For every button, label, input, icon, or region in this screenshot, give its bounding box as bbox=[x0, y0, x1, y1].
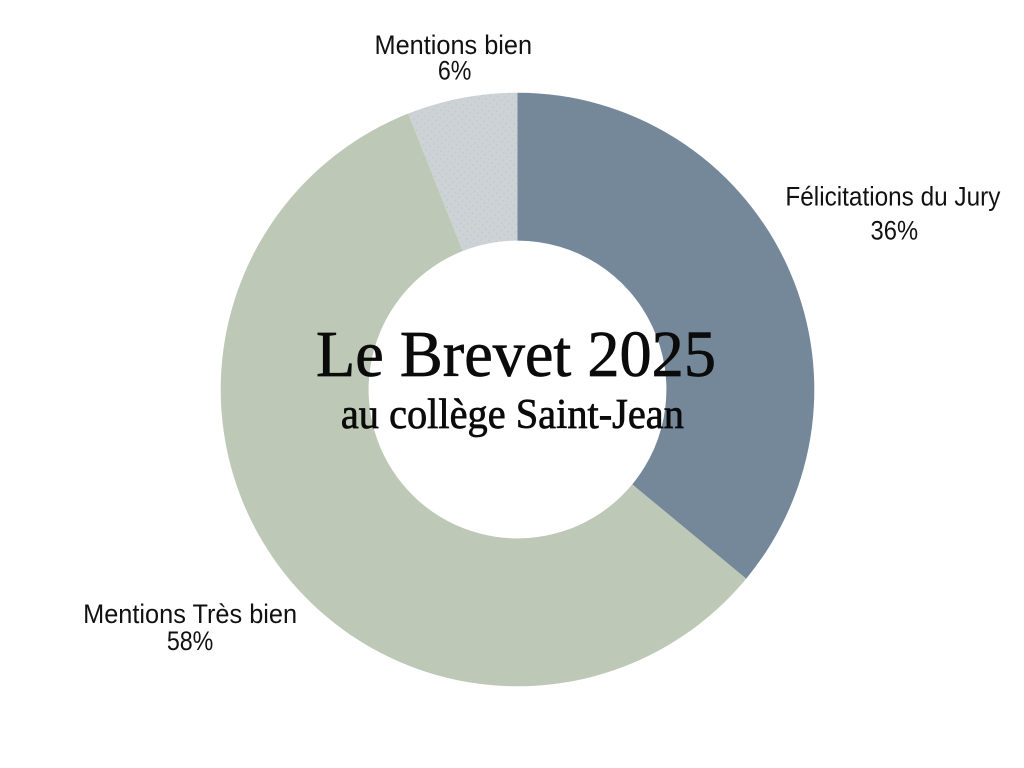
svg-text:36%: 36% bbox=[871, 216, 919, 246]
svg-text:Mentions Très bien: Mentions Très bien bbox=[83, 599, 297, 629]
svg-text:Mentions bien: Mentions bien bbox=[375, 30, 533, 60]
svg-text:6%: 6% bbox=[438, 56, 472, 86]
svg-text:58%: 58% bbox=[167, 626, 214, 656]
svg-text:au collège Saint-Jean: au collège Saint-Jean bbox=[341, 392, 684, 438]
svg-text:Le Brevet 2025: Le Brevet 2025 bbox=[316, 318, 716, 391]
svg-text:Félicitations du Jury: Félicitations du Jury bbox=[785, 182, 1000, 212]
